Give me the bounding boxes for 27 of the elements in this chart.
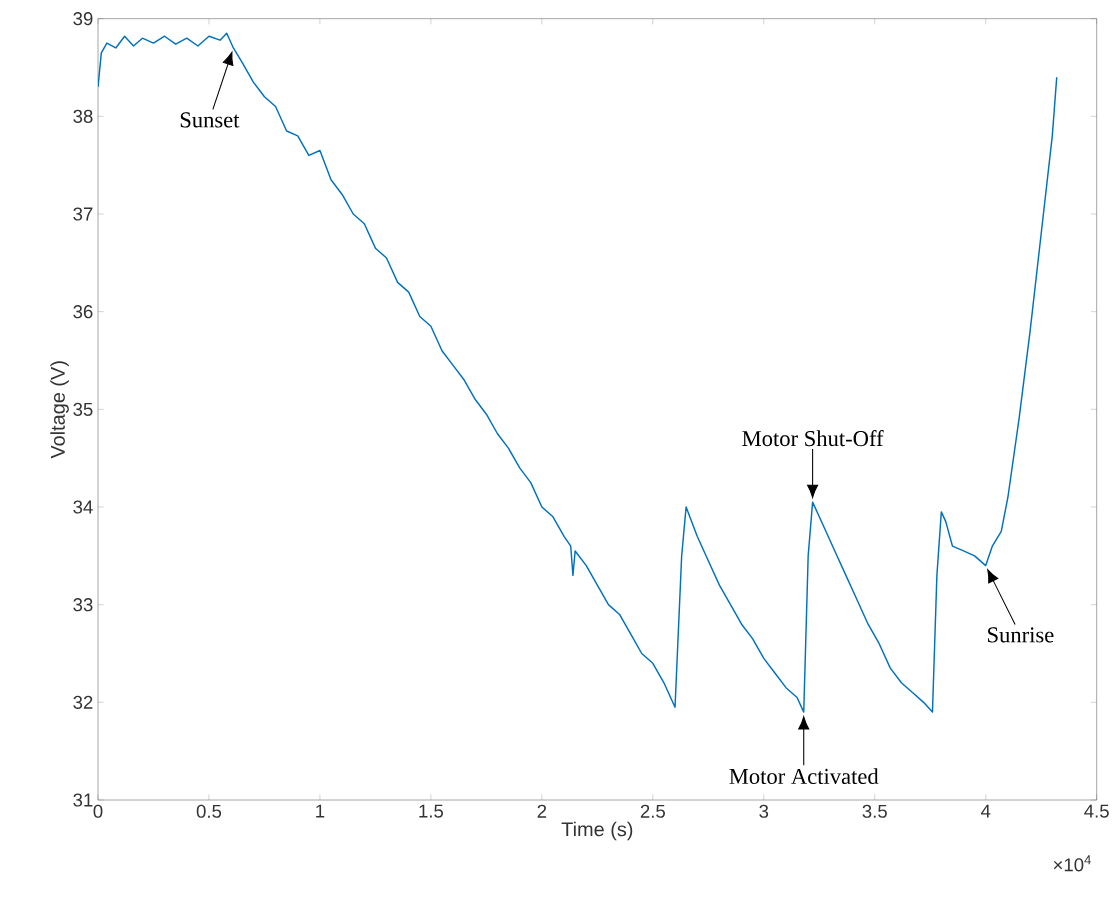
annotation: Sunset: [180, 112, 240, 128]
y-tick-label: 32: [73, 695, 93, 709]
x-tick-label: 3.5: [862, 804, 887, 818]
x-tick-label: 3: [759, 804, 769, 818]
x-tick-label: 0.5: [196, 804, 222, 818]
annotation: Motor Shut-Off: [742, 430, 884, 447]
text: ×10$^{4}$: [1053, 855, 1091, 872]
annotation: Motor Activated: [729, 768, 879, 785]
y-tick-label: 39: [73, 12, 93, 26]
x-tick-label: 1.5: [419, 804, 444, 818]
x-tick-label: 0: [93, 804, 103, 818]
x-tick-label: 2: [537, 804, 547, 818]
line-series: [98, 32, 1058, 713]
y-tick-label: 38: [73, 109, 93, 123]
y-tick-label: 33: [73, 598, 93, 612]
y-tick-label: 31: [73, 793, 93, 807]
x-tick-label: 4.5: [1084, 804, 1109, 818]
x-tick-label: 1: [316, 804, 325, 818]
y-tick-label: 36: [73, 305, 93, 319]
x-axis-title: Time (s): [561, 821, 633, 841]
y-tick-label: 35: [73, 402, 93, 416]
annotation: Sunrise: [988, 627, 1054, 643]
y-axis-title: Voltage (V): [50, 361, 69, 459]
x-tick-label: 4: [980, 804, 991, 818]
x-tick-label: 2.5: [640, 804, 665, 818]
y-tick-label: 34: [73, 500, 93, 514]
y-tick-label: 37: [73, 207, 93, 221]
